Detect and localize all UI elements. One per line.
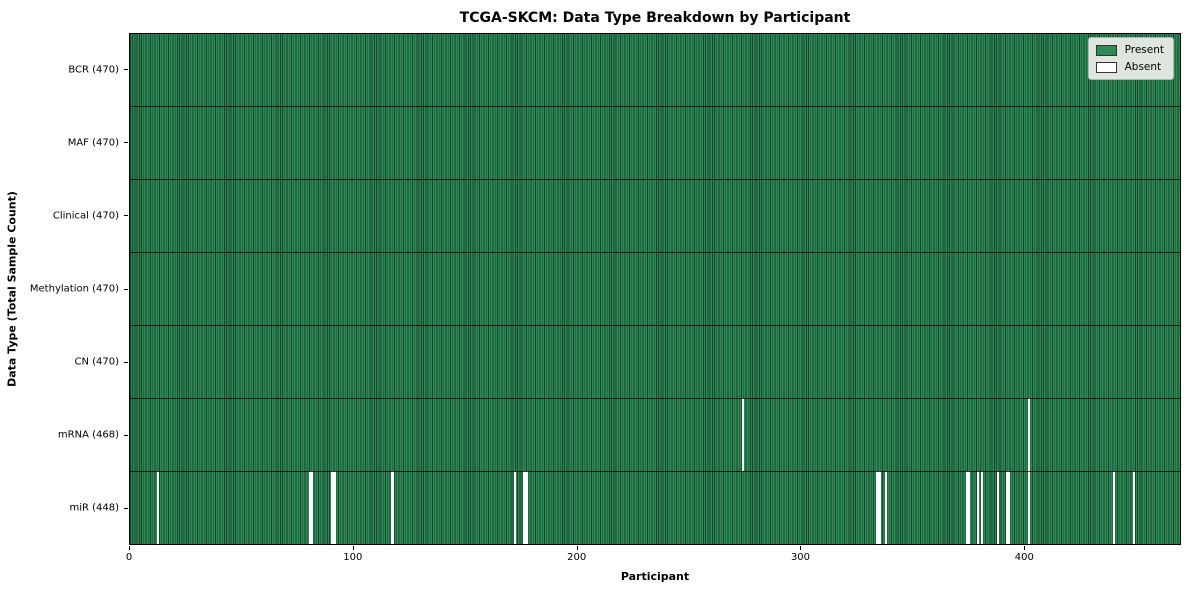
legend-label-present: Present xyxy=(1124,44,1164,56)
row-divider xyxy=(130,397,1180,399)
absence-strip-mir-p402 xyxy=(1028,471,1031,544)
y-axis: BCR (470) MAF (470) Clinical (470) Methylat… xyxy=(0,33,129,545)
absence-strip-mir-p379 xyxy=(976,471,979,544)
absence-strip-mir-p12 xyxy=(156,471,160,544)
absence-strip-mir-p117 xyxy=(391,471,394,544)
y-tick-mark xyxy=(124,215,128,217)
absence-strip-mir-p177 xyxy=(525,471,528,544)
absence-strip-mir-p176 xyxy=(523,471,526,544)
y-tick-label-mrna: mRNA (468) xyxy=(57,429,119,441)
absence-strip-mir-p334 xyxy=(876,471,879,544)
x-tick-label-0: 0 xyxy=(125,552,133,563)
absence-strip-mir-p375 xyxy=(967,471,970,544)
absent-swatch xyxy=(1095,61,1117,73)
absence-strip-mir-p440 xyxy=(1112,471,1116,544)
x-tick-mark-200 xyxy=(576,546,578,550)
matrix-row-clinical xyxy=(130,179,1180,253)
absence-strip-mir-p381 xyxy=(981,471,984,544)
x-tick-mark-400 xyxy=(1024,546,1026,550)
y-tick-mark xyxy=(124,288,128,290)
y-tick-label-clinical: Clinical (470) xyxy=(52,210,119,222)
absence-strip-mir-p90 xyxy=(331,471,334,544)
legend: Present Absent xyxy=(1087,37,1174,80)
absence-strip-mrna-p402 xyxy=(1028,398,1031,472)
absence-strip-mir-p81 xyxy=(310,471,314,544)
y-tick-mark xyxy=(124,142,128,144)
absence-strip-mir-p392 xyxy=(1005,471,1008,544)
x-tick-label-300: 300 xyxy=(790,552,811,563)
y-tick-label-maf: MAF (470) xyxy=(67,137,119,149)
matrix-row-mir xyxy=(130,471,1180,544)
y-tick-label-bcr: BCR (470) xyxy=(68,64,119,76)
absence-strip-mir-p393 xyxy=(1007,471,1011,544)
x-tick-label-200: 200 xyxy=(567,552,587,563)
y-tick-label-methylation: Methylation (470) xyxy=(29,283,119,295)
x-tick-label-100: 100 xyxy=(343,552,363,563)
legend-label-absent: Absent xyxy=(1124,61,1162,73)
row-divider xyxy=(130,179,1180,181)
legend-item-absent: Absent xyxy=(1095,61,1164,73)
matrix-row-methylation xyxy=(130,252,1180,326)
absence-strip-mir-p172 xyxy=(514,471,517,544)
x-tick-label-400: 400 xyxy=(1014,552,1034,563)
row-divider xyxy=(130,106,1180,108)
absence-strip-mir-p374 xyxy=(965,471,968,544)
y-tick-mark xyxy=(124,361,128,363)
x-tick-mark-300 xyxy=(800,546,802,550)
absence-strip-mrna-p274 xyxy=(742,398,745,472)
row-divider xyxy=(130,252,1180,254)
absence-strip-mir-p449 xyxy=(1133,471,1136,544)
chart-title: TCGA-SKCM: Data Type Breakdown by Partic… xyxy=(459,10,851,26)
absence-strip-mir-p338 xyxy=(885,471,888,544)
x-axis: 0 100 200 300 400 xyxy=(125,546,1181,568)
y-tick-mark xyxy=(124,434,128,436)
y-tick-mark xyxy=(124,507,128,509)
x-axis-label: Participant xyxy=(620,570,690,583)
absence-strip-mir-p80 xyxy=(308,471,311,544)
absence-strip-mir-p91 xyxy=(333,471,336,544)
legend-item-present: Present xyxy=(1095,44,1164,56)
plot-area xyxy=(129,33,1181,545)
x-tick-mark-100 xyxy=(352,546,354,550)
absence-strip-mir-p335 xyxy=(878,471,881,544)
matrix-row-bcr xyxy=(130,34,1180,107)
x-tick-mark-0 xyxy=(129,546,130,550)
matrix-row-mrna xyxy=(130,398,1180,472)
row-divider xyxy=(130,470,1180,472)
y-tick-label-mir: miR (448) xyxy=(69,502,119,514)
matrix-row-cn xyxy=(130,325,1180,399)
row-divider xyxy=(130,324,1180,326)
y-tick-label-cn: CN (470) xyxy=(74,356,119,368)
y-tick-mark xyxy=(124,69,128,71)
present-swatch xyxy=(1095,44,1117,56)
matrix-row-maf xyxy=(130,106,1180,180)
absence-strip-mir-p388 xyxy=(996,471,1000,544)
